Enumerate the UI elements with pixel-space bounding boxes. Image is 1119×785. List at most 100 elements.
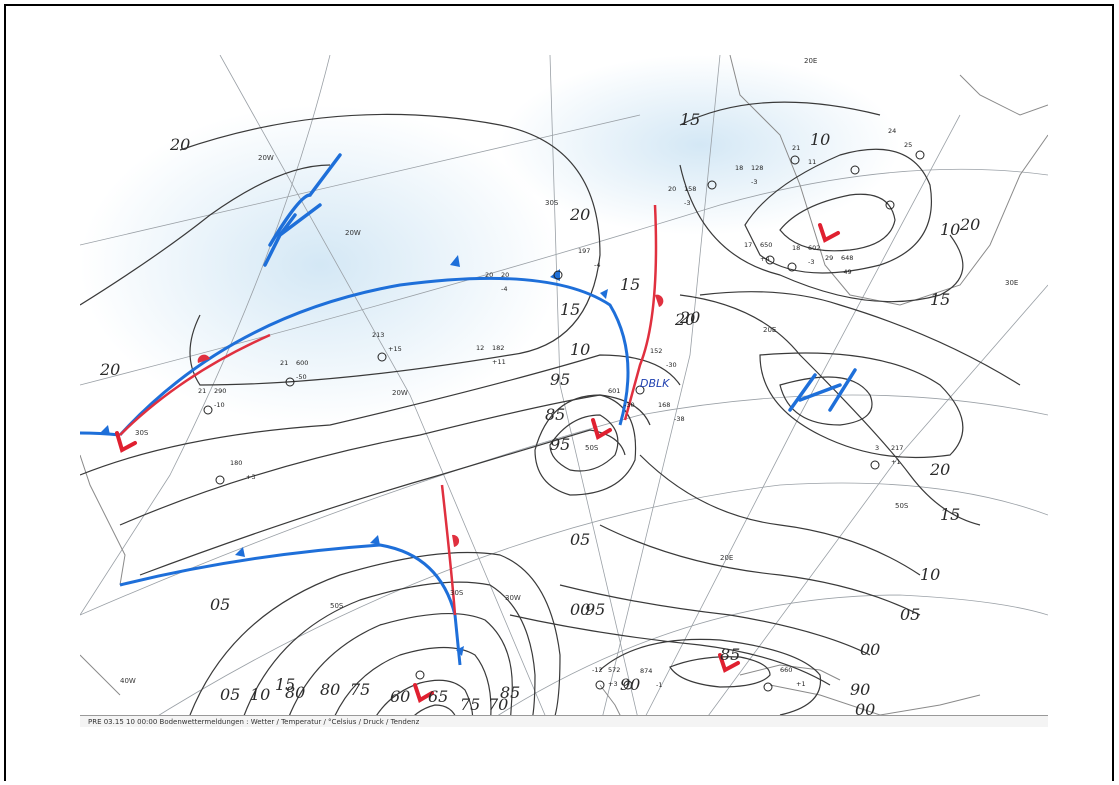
isobar-label: 70 <box>488 695 508 714</box>
isobar-label: 10 <box>810 130 830 149</box>
station-value: 25 <box>904 141 912 149</box>
isobar-label: 00 <box>570 600 590 619</box>
station-value: -3 <box>684 199 690 207</box>
isobar-label: 60 <box>390 687 410 706</box>
station-markers <box>203 150 925 692</box>
isobar-label: 05 <box>220 685 240 704</box>
high-pressure-center <box>263 153 342 267</box>
isobar-label: 15 <box>275 675 295 694</box>
station-value: +1 <box>796 680 806 688</box>
station-value: -30 <box>624 401 635 409</box>
low-pressure-center <box>818 223 840 243</box>
isobar-labels: 2020202020201515151515101010100505050000… <box>99 110 980 719</box>
isobar-label: 05 <box>900 605 920 624</box>
isobar-label: 95 <box>585 600 605 619</box>
station-value: 182 <box>492 344 504 352</box>
cold-front-west <box>80 425 121 437</box>
warm-front-south <box>440 484 460 616</box>
isobar-label: 80 <box>285 683 305 702</box>
station-value: +3 <box>608 680 618 688</box>
station-value: -12 <box>592 666 603 674</box>
station-value: -3 <box>751 178 757 186</box>
station-value: -10 <box>214 401 225 409</box>
station-value: 572 <box>608 666 620 674</box>
grid-label: 30S <box>135 429 149 437</box>
isobar-label: 10 <box>940 220 960 239</box>
station-value: 3 <box>875 444 879 452</box>
station-value: -30 <box>666 361 677 369</box>
station-value: 650 <box>760 241 772 249</box>
low-pressure-center <box>115 431 137 453</box>
chart-footer: PRE 03.15 10 00:00 Bodenwettermeldungen … <box>80 715 1048 727</box>
isobar-label: 20 <box>959 215 980 234</box>
station-value: 168 <box>658 401 670 409</box>
isobars <box>80 101 1021 727</box>
isobar-label: 85 <box>720 645 740 664</box>
isobar-label: 05 <box>570 530 590 549</box>
grid-label: 30S <box>450 589 464 597</box>
shaded-region <box>500 55 900 235</box>
station-value: -38 <box>674 415 685 423</box>
station-value: -50 <box>296 373 307 381</box>
station-value: -3 <box>808 258 814 266</box>
station-value: 180 <box>230 459 242 467</box>
shaded-region <box>80 105 560 425</box>
grid-label: 50S <box>330 602 344 610</box>
station-value: 128 <box>751 164 763 172</box>
station-value: 874 <box>640 667 652 675</box>
isobar-label: 95 <box>550 435 570 454</box>
grid-label: 30W <box>505 594 521 602</box>
isobar-label: 90 <box>620 675 640 694</box>
cold-front-south <box>119 535 464 666</box>
grid-label: 20W <box>392 389 408 397</box>
isobar-label: 00 <box>855 700 875 719</box>
station-value: +4 <box>760 255 770 263</box>
grid-label: 50S <box>585 444 599 452</box>
isobar-label: 00 <box>860 640 880 659</box>
station-value: 29 <box>825 254 833 262</box>
grid-label: 20E <box>804 57 817 65</box>
station-value: 213 <box>372 331 384 339</box>
isobar-label: 15 <box>930 290 950 309</box>
isobar-label: 85 <box>500 683 520 702</box>
grid-label: 20E <box>720 554 733 562</box>
station-value: -4 <box>594 261 600 269</box>
station-value: 217 <box>891 444 903 452</box>
station-value: -49 <box>841 268 852 276</box>
warm-front-west <box>119 333 271 436</box>
grid-label: 20W <box>345 229 361 237</box>
station-value: 21 <box>280 359 288 367</box>
station-value: 648 <box>841 254 853 262</box>
grid-label: 30S <box>545 199 559 207</box>
isobar-label: 75 <box>460 695 480 714</box>
landmass <box>80 55 1048 726</box>
isobar-label: 10 <box>570 340 590 359</box>
isobar-label: 20 <box>674 310 695 329</box>
grid-label: 40W <box>120 677 136 685</box>
station-value: 18 <box>735 164 743 172</box>
station-value: 601 <box>608 387 620 395</box>
station-value: 158 <box>684 185 696 193</box>
cold-front-north <box>118 255 630 437</box>
station-value: 602 <box>808 244 820 252</box>
isobar-label: 05 <box>210 595 230 614</box>
isobar-label: 15 <box>560 300 580 319</box>
station-value: 24 <box>888 127 896 135</box>
isobar-label: 15 <box>620 275 640 294</box>
isobar-label: 15 <box>940 505 960 524</box>
station-value: 197 <box>578 247 590 255</box>
low-annotation: DBLK <box>640 377 670 390</box>
station-value: 660 <box>780 666 792 674</box>
station-value: 20 <box>668 185 676 193</box>
station-value: 21 <box>792 144 800 152</box>
isobar-label: 90 <box>850 680 870 699</box>
isobar-label: 10 <box>250 685 270 704</box>
isobar-label: 20 <box>679 308 700 327</box>
grid-labels: 20W 20W 20W 30W 40W 30S 30S 30S 50S 50S 50S 20E 20E 2… <box>120 57 1018 685</box>
grid-label: 30E <box>1005 279 1018 287</box>
weather-chart: 21 290 -10 21 600 -50 213 +15 12 182 +11 20 20 -4 197-… <box>80 55 1048 727</box>
station-value: 290 <box>214 387 226 395</box>
isobar-label: 75 <box>350 680 370 699</box>
station-value: 20 <box>501 271 509 279</box>
